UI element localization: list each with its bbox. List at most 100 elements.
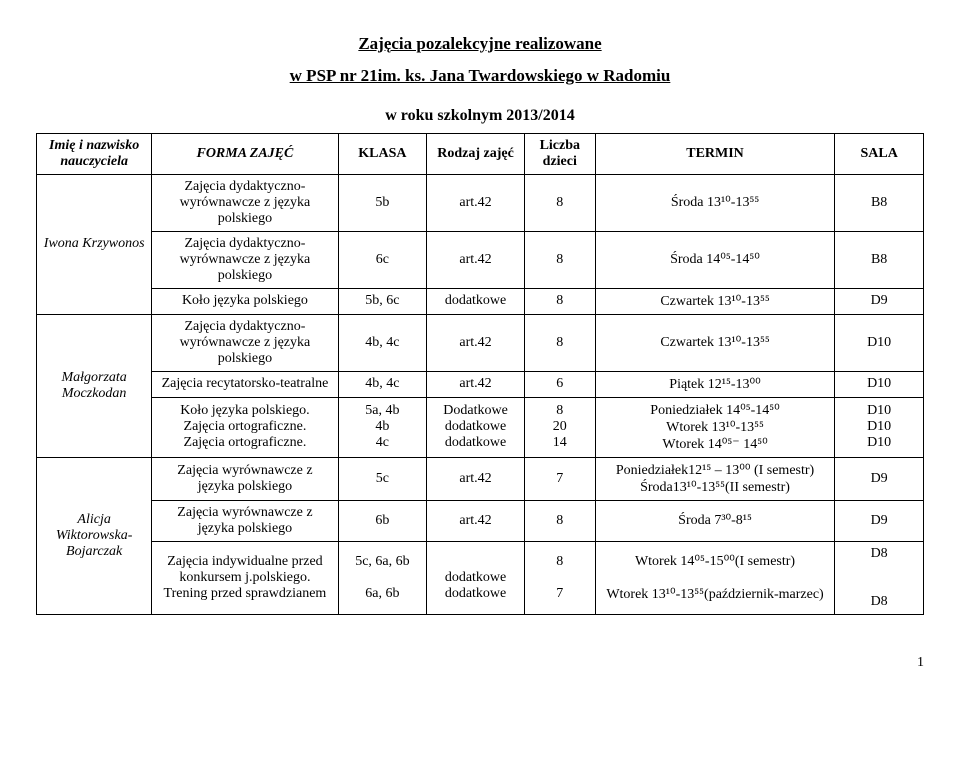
activity-multi-cell: Zajęcia indywidualne przed konkursem j.p… — [152, 541, 338, 614]
count-cell: 8 — [524, 314, 595, 371]
room-cell: D10 — [835, 314, 924, 371]
type-line: Dodatkowe — [443, 403, 508, 418]
activity-line: Zajęcia indywidualne przed konkursem j.p… — [167, 554, 322, 585]
subheading: w roku szkolnym 2013/2014 — [36, 107, 924, 125]
activity-cell: Zajęcia wyrównawcze z języka polskiego — [152, 500, 338, 541]
class-cell: 5b — [338, 174, 427, 231]
count-cell: 8 — [524, 231, 595, 288]
document-title: Zajęcia pozalekcyjne realizowane w PSP n… — [36, 28, 924, 93]
type-multi-cell: dodatkowe dodatkowe — [427, 541, 525, 614]
type-line: dodatkowe — [445, 435, 506, 450]
term-cell: Piątek 12¹⁵-13⁰⁰ — [595, 371, 835, 397]
term-cell: Środa 14⁰⁵-14⁵⁰ — [595, 231, 835, 288]
class-line: 4c — [376, 435, 389, 450]
type-line: dodatkowe — [445, 586, 506, 601]
class-line: 6a, 6b — [365, 586, 399, 601]
table-row: Koło języka polskiego. Zajęcia ortografi… — [37, 397, 924, 457]
room-line: D10 — [867, 403, 891, 418]
activity-line: Trening przed sprawdzianem — [164, 586, 327, 601]
class-line: 5c, 6a, 6b — [355, 554, 409, 569]
term-line: Wtorek 13¹⁰-13⁵⁵(październik-marzec) — [606, 587, 823, 602]
title-line-2: w PSP nr 21im. ks. Jana Twardowskiego w … — [36, 60, 924, 92]
term-cell: Czwartek 13¹⁰-13⁵⁵ — [595, 314, 835, 371]
type-cell: art.42 — [427, 174, 525, 231]
class-cell: 6b — [338, 500, 427, 541]
type-cell: dodatkowe — [427, 288, 525, 314]
class-cell: 4b, 4c — [338, 371, 427, 397]
room-line: D8 — [871, 546, 888, 561]
table-row: Zajęcia indywidualne przed konkursem j.p… — [37, 541, 924, 614]
teacher-name: Iwona Krzywonos — [37, 174, 152, 314]
room-cell: D10 — [835, 371, 924, 397]
term-cell: Czwartek 13¹⁰-13⁵⁵ — [595, 288, 835, 314]
activity-cell: Zajęcia dydaktyczno-wyrównawcze z języka… — [152, 231, 338, 288]
type-line: dodatkowe — [445, 570, 506, 585]
activity-cell: Zajęcia dydaktyczno-wyrównawcze z języka… — [152, 174, 338, 231]
page-number: 1 — [36, 655, 924, 671]
activity-cell: Koło języka polskiego — [152, 288, 338, 314]
header-room: SALA — [835, 133, 924, 174]
term-line: Wtorek 14⁰⁵-15⁰⁰(I semestr) — [635, 554, 795, 569]
type-cell: art.42 — [427, 457, 525, 500]
activity-cell: Zajęcia recytatorsko-teatralne — [152, 371, 338, 397]
activity-line: Koło języka polskiego. — [180, 403, 309, 418]
count-line: 8 — [556, 403, 563, 418]
header-term: TERMIN — [595, 133, 835, 174]
header-class: KLASA — [338, 133, 427, 174]
teacher-name: Małgorzata Moczkodan — [37, 314, 152, 457]
header-name: Imię i nazwisko nauczyciela — [37, 133, 152, 174]
term-cell: Poniedziałek12¹⁵ – 13⁰⁰ (I semestr) Środ… — [595, 457, 835, 500]
type-line: dodatkowe — [445, 419, 506, 434]
type-cell: art.42 — [427, 314, 525, 371]
count-cell: 6 — [524, 371, 595, 397]
schedule-table: Imię i nazwisko nauczyciela FORMA ZAJĘĆ … — [36, 133, 924, 615]
count-cell: 8 — [524, 288, 595, 314]
count-line: 8 — [556, 554, 563, 569]
count-multi-cell: 8 7 — [524, 541, 595, 614]
room-cell: D9 — [835, 500, 924, 541]
activity-line: Zajęcia ortograficzne. — [184, 435, 307, 450]
term-line: Wtorek 13¹⁰-13⁵⁵ — [666, 420, 764, 435]
term-multi-cell: Poniedziałek 14⁰⁵-14⁵⁰ Wtorek 13¹⁰-13⁵⁵ … — [595, 397, 835, 457]
class-multi-cell: 5c, 6a, 6b 6a, 6b — [338, 541, 427, 614]
count-multi-cell: 8 20 14 — [524, 397, 595, 457]
count-cell: 8 — [524, 174, 595, 231]
count-cell: 7 — [524, 457, 595, 500]
type-cell: art.42 — [427, 371, 525, 397]
count-cell: 8 — [524, 500, 595, 541]
room-cell: B8 — [835, 231, 924, 288]
term-cell: Środa 13¹⁰-13⁵⁵ — [595, 174, 835, 231]
activity-cell: Zajęcia dydaktyczno-wyrównawcze z języka… — [152, 314, 338, 371]
teacher-name: Alicja Wiktorowska-Bojarczak — [37, 457, 152, 614]
type-cell: art.42 — [427, 231, 525, 288]
table-row: Alicja Wiktorowska-Bojarczak Zajęcia wyr… — [37, 457, 924, 500]
header-count: Liczba dzieci — [524, 133, 595, 174]
term-cell: Środa 7³⁰-8¹⁵ — [595, 500, 835, 541]
class-cell: 5b, 6c — [338, 288, 427, 314]
class-cell: 6c — [338, 231, 427, 288]
activity-line: Zajęcia ortograficzne. — [184, 419, 307, 434]
room-cell: D9 — [835, 457, 924, 500]
table-row: Iwona Krzywonos Zajęcia dydaktyczno-wyró… — [37, 174, 924, 231]
header-type: Rodzaj zajęć — [427, 133, 525, 174]
title-line-1: Zajęcia pozalekcyjne realizowane — [36, 28, 924, 60]
room-cell: D9 — [835, 288, 924, 314]
table-header-row: Imię i nazwisko nauczyciela FORMA ZAJĘĆ … — [37, 133, 924, 174]
term-line: Poniedziałek 14⁰⁵-14⁵⁰ — [650, 403, 779, 418]
activity-multi-cell: Koło języka polskiego. Zajęcia ortografi… — [152, 397, 338, 457]
room-line: D8 — [871, 594, 888, 609]
class-multi-cell: 5a, 4b 4b 4c — [338, 397, 427, 457]
table-row: Zajęcia dydaktyczno-wyrównawcze z języka… — [37, 231, 924, 288]
room-multi-cell: D8 D8 — [835, 541, 924, 614]
class-line: 5a, 4b — [365, 403, 399, 418]
table-row: Zajęcia recytatorsko-teatralne 4b, 4c ar… — [37, 371, 924, 397]
room-multi-cell: D10 D10 D10 — [835, 397, 924, 457]
term-line: Wtorek 14⁰⁵⁻ 14⁵⁰ — [662, 437, 767, 452]
class-cell: 4b, 4c — [338, 314, 427, 371]
room-line: D10 — [867, 435, 891, 450]
room-cell: B8 — [835, 174, 924, 231]
term-multi-cell: Wtorek 14⁰⁵-15⁰⁰(I semestr) Wtorek 13¹⁰-… — [595, 541, 835, 614]
class-line: 4b — [375, 419, 389, 434]
header-form: FORMA ZAJĘĆ — [152, 133, 338, 174]
table-row: Koło języka polskiego 5b, 6c dodatkowe 8… — [37, 288, 924, 314]
